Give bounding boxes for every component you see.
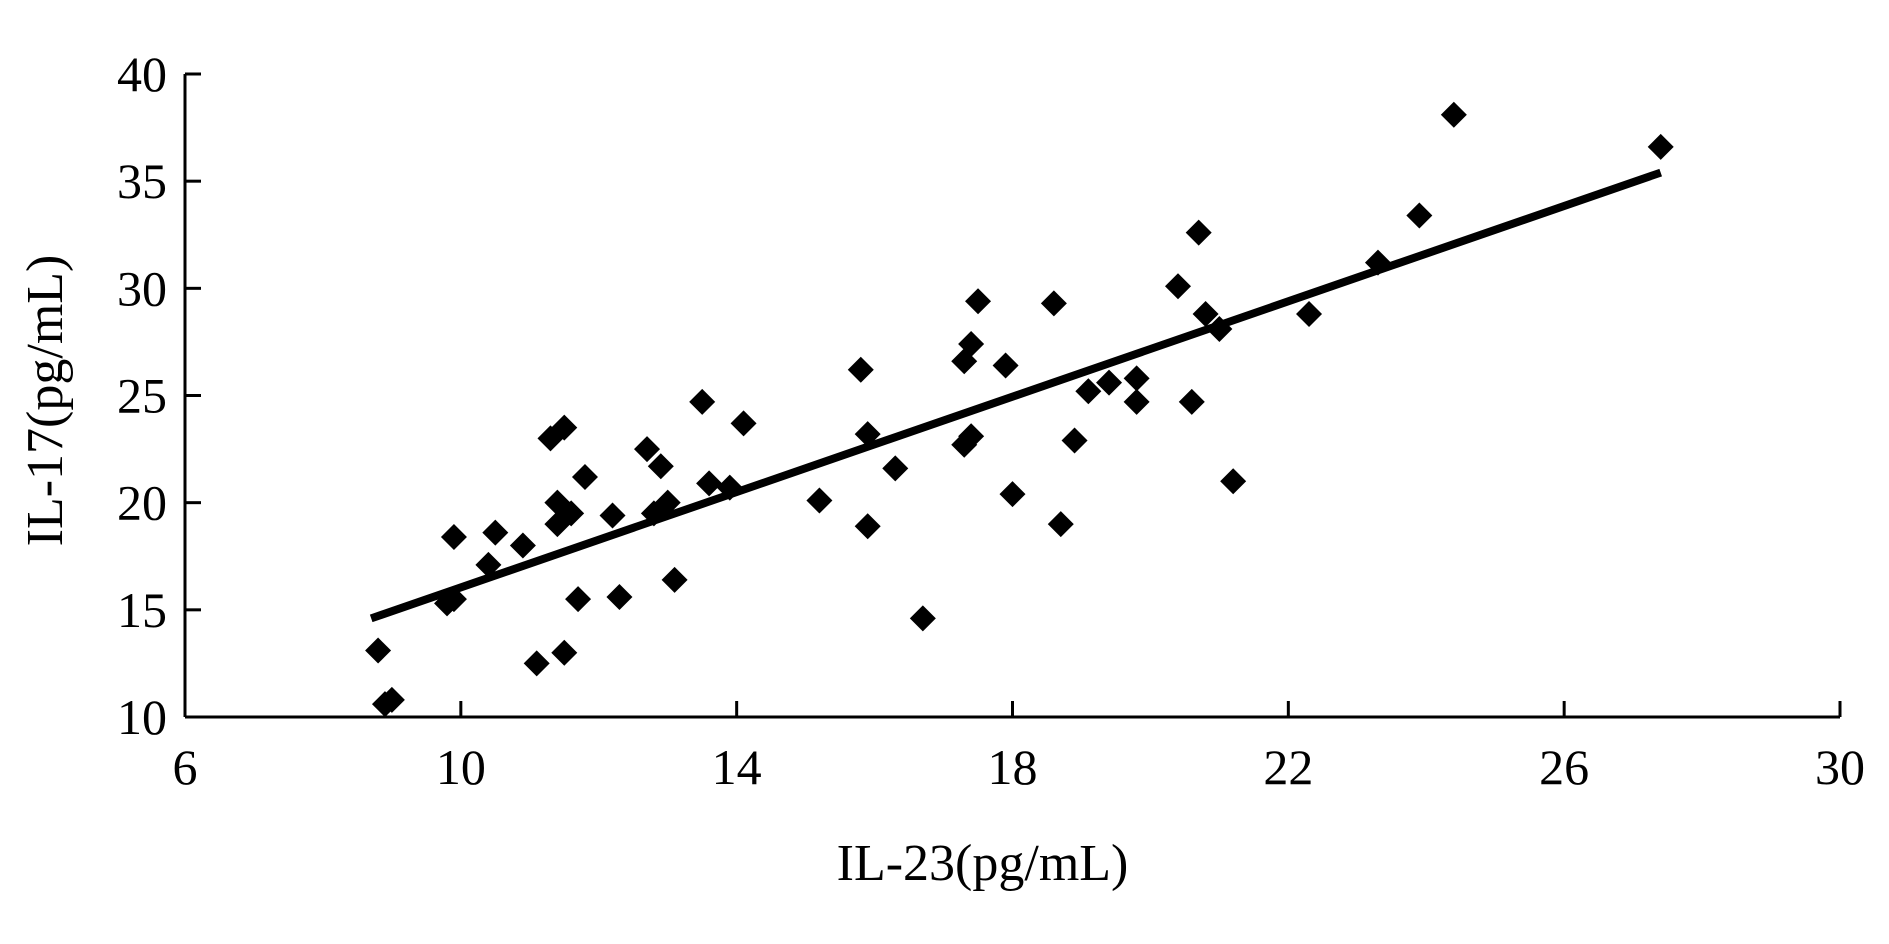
data-point [696, 470, 723, 497]
data-point [730, 410, 757, 437]
data-point [1185, 219, 1212, 246]
trendline-group [369, 168, 1663, 623]
data-point [854, 513, 881, 540]
data-point [551, 414, 578, 441]
data-point [958, 331, 985, 358]
data-point [634, 436, 661, 463]
data-point [571, 463, 598, 490]
x-tick-label: 18 [988, 739, 1038, 795]
data-point [1040, 290, 1067, 317]
data-point [1075, 378, 1102, 405]
data-point [544, 489, 571, 516]
data-point [647, 453, 674, 480]
data-point [1096, 369, 1123, 396]
y-tick-label: 20 [117, 475, 167, 531]
data-point [551, 639, 578, 666]
data-point [544, 511, 571, 538]
data-point [1123, 365, 1150, 392]
data-point [1047, 511, 1074, 538]
data-point [909, 605, 936, 632]
data-point [523, 650, 550, 677]
data-point [999, 481, 1026, 508]
data-point [958, 423, 985, 450]
data-point [558, 500, 585, 527]
data-point [806, 487, 833, 514]
x-tick-label: 6 [173, 739, 198, 795]
y-tick-label: 30 [117, 260, 167, 316]
data-points [365, 101, 1674, 718]
data-point [654, 489, 681, 516]
data-point [1296, 301, 1323, 328]
data-point [378, 686, 405, 713]
x-tick-label: 30 [1815, 739, 1865, 795]
x-tick-label: 10 [436, 739, 486, 795]
data-point [992, 352, 1019, 379]
data-point [1123, 388, 1150, 415]
data-point [599, 502, 626, 529]
data-point [1440, 101, 1467, 128]
data-point [1406, 202, 1433, 229]
y-tick-label: 35 [117, 153, 167, 209]
data-point [475, 551, 502, 578]
x-axis-title: IL-23(pg/mL) [837, 835, 1129, 892]
data-point [482, 519, 509, 546]
y-tick-label: 15 [117, 582, 167, 638]
data-point [689, 388, 716, 415]
data-point [440, 523, 467, 550]
trendline [369, 168, 1663, 623]
data-point [1220, 468, 1247, 495]
y-axis-title: IL-17(pg/mL) [17, 255, 74, 547]
data-point [1192, 301, 1219, 328]
data-point [509, 532, 536, 559]
data-point [606, 583, 633, 610]
y-tick-label: 10 [117, 689, 167, 745]
data-point [882, 455, 909, 482]
data-point [847, 356, 874, 383]
data-point [1061, 427, 1088, 454]
y-tick-label: 25 [117, 368, 167, 424]
data-point [965, 288, 992, 315]
data-point [1647, 133, 1674, 160]
x-tick-label: 26 [1539, 739, 1589, 795]
data-point [1178, 388, 1205, 415]
data-point [1165, 273, 1191, 300]
data-point [565, 586, 592, 613]
data-point [365, 637, 392, 664]
x-tick-label: 22 [1263, 739, 1313, 795]
y-tick-label: 40 [117, 46, 167, 102]
data-point [661, 566, 688, 593]
x-tick-label: 14 [712, 739, 762, 795]
